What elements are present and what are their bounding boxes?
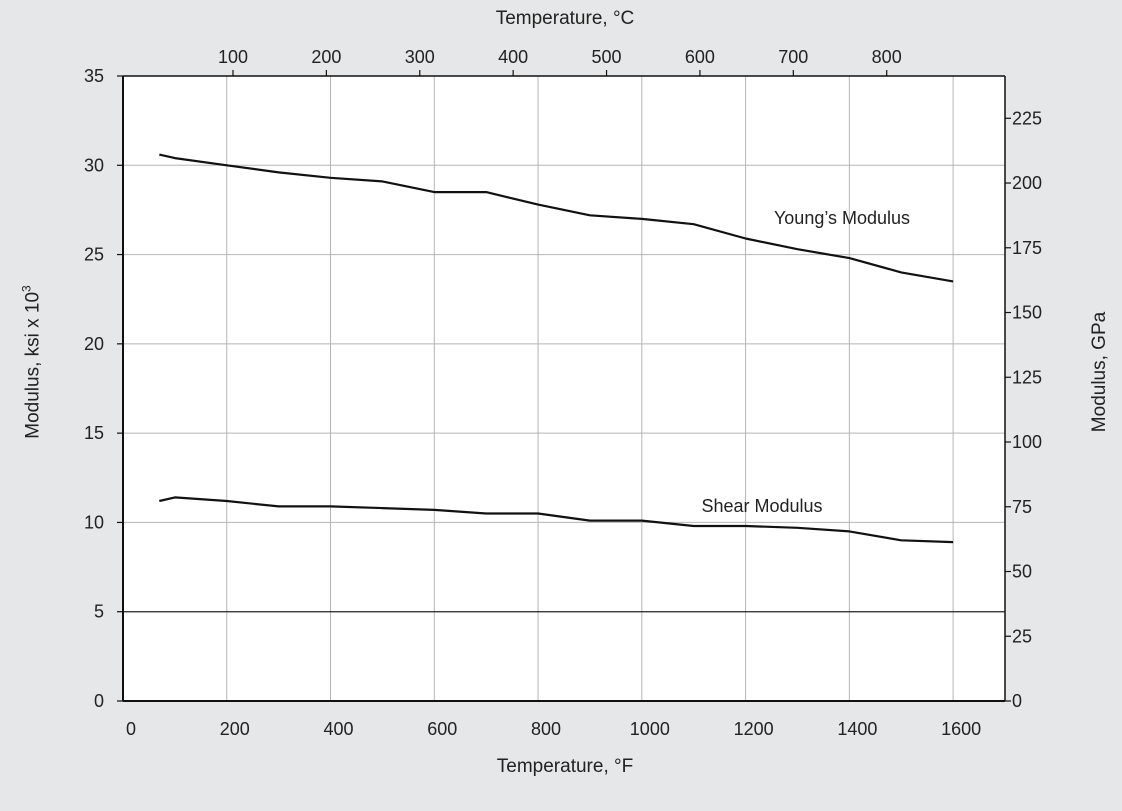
bottom-tick-label: 600 [427,719,457,739]
top-tick-label: 600 [685,47,715,67]
left-axis-title-exponent: 3 [19,285,34,292]
left-tick-label: 0 [94,691,104,711]
gridlines [123,76,1005,701]
series-lines [159,153,954,544]
bottom-tick-label: 1000 [630,719,670,739]
right-tick-label: 125 [1012,367,1042,387]
top-tick-label: 100 [218,47,248,67]
left-tick-label: 30 [84,155,104,175]
top-tick-label: 500 [592,47,622,67]
top-tick-label: 700 [778,47,808,67]
left-tick-label: 15 [84,423,104,443]
right-tick-label: 225 [1012,108,1042,128]
right-tick-label: 175 [1012,238,1042,258]
left-tick-label: 20 [84,334,104,354]
series-line-0 [159,153,954,283]
right-tick-label: 25 [1012,626,1032,646]
right-tick-label: 0 [1012,691,1022,711]
series-labels: Young’s Modulus Shear Modulus [701,208,910,516]
right-tick-label: 50 [1012,562,1032,582]
bottom-tick-label: 200 [220,719,250,739]
left-axis-title: Modulus, ksi x 103 [20,285,45,438]
right-axis-title: Modulus, GPa [1089,311,1110,433]
bottom-tick-label: 1400 [837,719,877,739]
series-line-1 [159,496,954,544]
left-tick-label: 10 [84,512,104,532]
left-tick-label: 25 [84,245,104,265]
bottom-tick-label: 400 [324,719,354,739]
axes [117,70,1011,702]
top-axis-title: Temperature, °C [495,8,635,29]
plot-area [123,76,1005,701]
right-tick-label: 150 [1012,303,1042,323]
bottom-tick-label: 800 [531,719,561,739]
top-tick-label: 300 [405,47,435,67]
bottom-tick-label: 1600 [941,719,981,739]
top-tick-label: 200 [311,47,341,67]
bottom-axis-title: Temperature, °F [496,756,634,777]
right-tick-label: 200 [1012,173,1042,193]
right-tick-label: 100 [1012,432,1042,452]
left-tick-label: 35 [84,66,104,86]
series-label-0: Young’s Modulus [774,208,910,228]
top-tick-label: 800 [872,47,902,67]
left-axis-title-main: Modulus, ksi x 10 [22,291,44,439]
left-tick-label: 5 [94,602,104,622]
bottom-tick-label: 0 [126,719,136,739]
top-tick-label: 400 [498,47,528,67]
right-tick-label: 75 [1012,497,1032,517]
bottom-tick-label: 1200 [734,719,774,739]
series-label-1: Shear Modulus [701,496,822,516]
